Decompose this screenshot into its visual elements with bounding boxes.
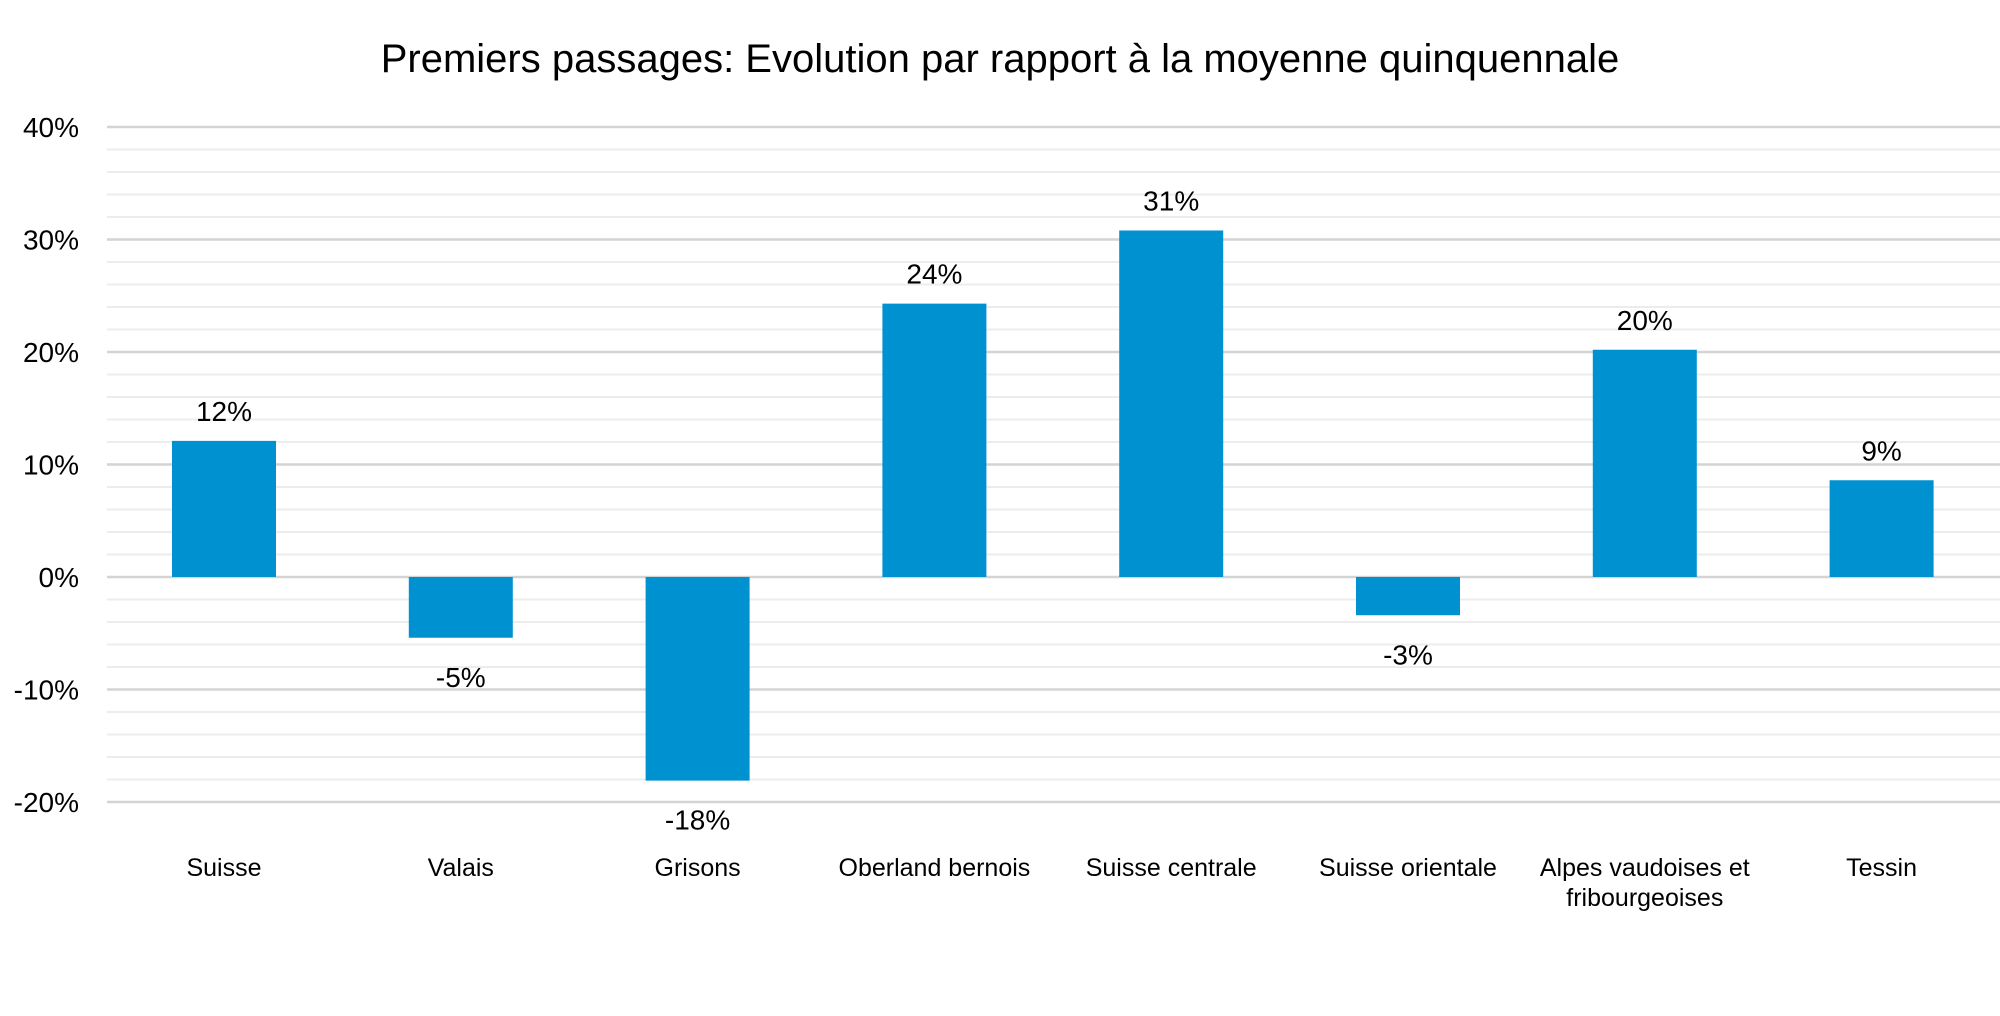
bar	[172, 440, 276, 577]
bar	[645, 577, 750, 781]
bar	[408, 577, 513, 638]
chart-title: Premiers passages: Evolution par rapport…	[381, 37, 1620, 81]
data-label: 24%	[906, 259, 962, 290]
data-label: 31%	[1143, 186, 1199, 217]
data-label: 12%	[196, 396, 252, 427]
category-label: Suisse	[186, 854, 261, 882]
y-tick-label: 20%	[23, 337, 79, 368]
data-label: -18%	[665, 805, 730, 836]
data-label: -3%	[1383, 639, 1433, 670]
bar	[1829, 480, 1934, 577]
category-label: Oberland bernois	[839, 854, 1031, 882]
category-labels: Suisse Valais Grisons Oberland bernois Suiss…	[186, 854, 1917, 912]
category-label: Alpes vaudoises et fribourgeoises	[1540, 854, 1750, 912]
category-label: Tessin	[1846, 854, 1917, 882]
category-label: Grisons	[655, 854, 741, 882]
data-labels: 12% -5% -18% 24% 31% -3% 20% 9%	[196, 186, 1902, 836]
y-tick-label: -20%	[14, 787, 79, 818]
data-label: -5%	[436, 662, 486, 693]
bar	[1592, 349, 1697, 577]
category-label: Valais	[428, 854, 494, 882]
data-label: 20%	[1617, 305, 1673, 336]
category-label: Suisse orientale	[1319, 854, 1497, 882]
category-label: Suisse centrale	[1086, 854, 1257, 882]
bar	[1119, 230, 1224, 577]
y-tick-label: 40%	[23, 112, 79, 143]
y-axis-tick-labels: 40% 30% 20% 10% 0% -10% -20%	[14, 112, 79, 818]
bar	[1356, 577, 1460, 616]
y-tick-label: 0%	[39, 562, 79, 593]
bar	[882, 303, 987, 577]
data-label: 9%	[1861, 435, 1901, 466]
y-tick-label: 10%	[23, 450, 79, 481]
y-tick-label: 30%	[23, 225, 79, 256]
y-tick-label: -10%	[14, 675, 79, 706]
bars	[172, 230, 1934, 781]
major-gridlines	[107, 125, 2000, 804]
